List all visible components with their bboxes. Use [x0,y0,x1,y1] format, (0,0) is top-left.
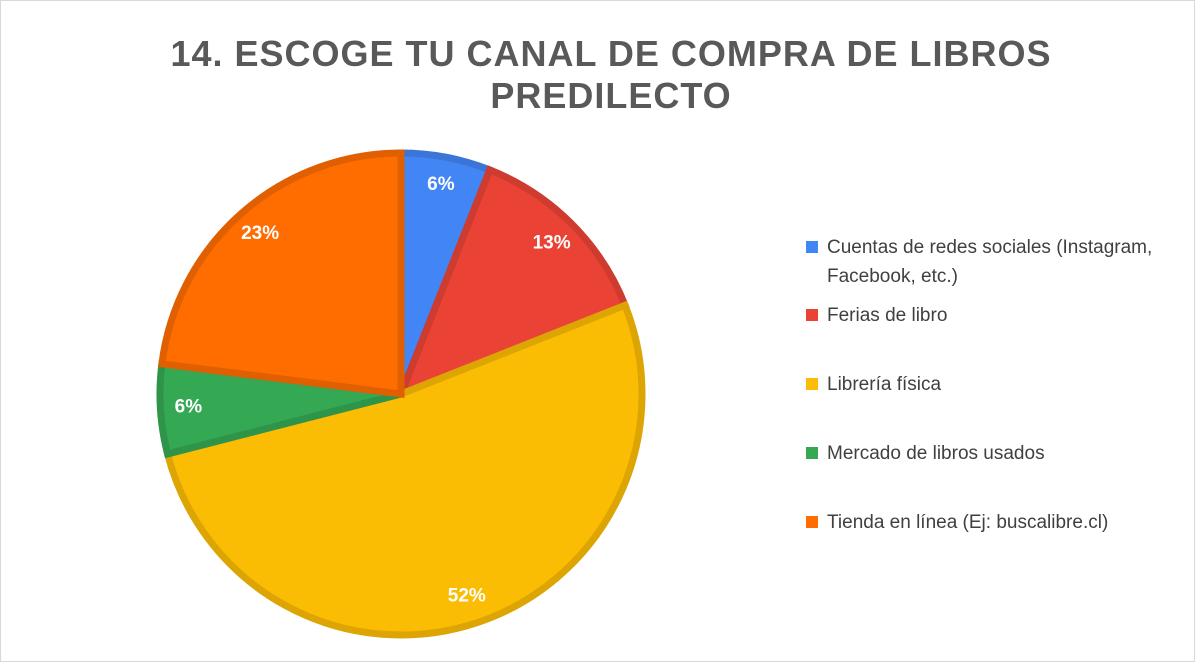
legend-swatch [806,241,818,253]
legend-label: Tienda en línea (Ej: buscalibre.cl) [827,512,1109,533]
pie-slice [394,165,630,401]
legend-swatch [806,447,818,459]
data-label: 6% [427,174,455,195]
chart-title: 14. ESCOGE TU CANAL DE COMPRA DE LIBROS … [170,33,1052,116]
legend-label: Mercado de libros usados [827,443,1045,464]
legend-label: Cuentas de redes sociales (Instagram, Fa… [827,237,1153,287]
legend-swatch [806,378,818,390]
legend-entry: Cuentas de redes sociales (Instagram, Fa… [806,233,1166,291]
legend: Cuentas de redes sociales (Instagram, Fa… [806,233,1166,537]
pie-slice [157,149,405,398]
legend-entry: Tienda en línea (Ej: buscalibre.cl) [806,508,1166,537]
legend-entry: Ferias de libro [806,301,1166,330]
legend-label: Ferias de libro [827,305,948,326]
legend-entry: Librería física [806,370,1166,399]
data-label: 13% [533,232,571,253]
legend-swatch [806,516,818,528]
data-label: 23% [241,223,279,244]
data-label: 52% [448,586,486,607]
legend-swatch [806,309,818,321]
legend-entry: Mercado de libros usados [806,439,1166,468]
pie-slice [163,300,646,639]
legend-label: Librería física [827,374,942,395]
data-label: 6% [175,396,203,417]
